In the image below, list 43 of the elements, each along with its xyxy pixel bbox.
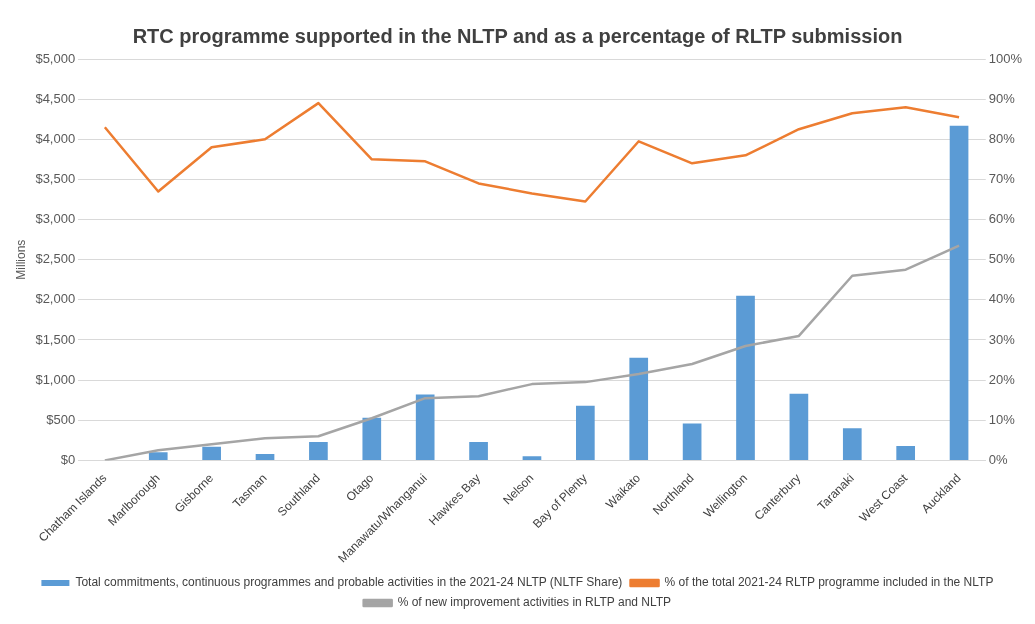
y-tick-label: $2,000 (35, 291, 76, 307)
y2-tick-label: 20% (988, 371, 1016, 387)
bar (896, 445, 916, 460)
bar (415, 394, 435, 460)
bar (576, 405, 595, 460)
y2-tick-label: 70% (988, 170, 1016, 186)
y-tick-label: $1,000 (35, 371, 76, 387)
y-tick-label: $5,000 (35, 50, 76, 66)
bar (469, 441, 488, 460)
bar (202, 446, 221, 460)
y-tick-label: $3,000 (35, 211, 76, 227)
y2-tick-label: 100% (988, 50, 1023, 66)
y-axis-title: Millions (13, 239, 28, 280)
y2-tick-label: 0% (988, 451, 1008, 467)
y-tick-label: $500 (46, 411, 76, 427)
bar (949, 125, 969, 460)
bar (255, 453, 275, 460)
y-tick-label: $4,000 (35, 130, 76, 146)
legend-label: Total commitments, continuous programmes and probable activities in the 2021-24 NLTP (NLTF Share) (75, 575, 623, 590)
chart-title: RTC programme supported in the NLTP and as a percentage of RLTP submission (132, 24, 903, 47)
y-tick-label: $4,500 (35, 90, 76, 106)
bar (522, 456, 542, 460)
y2-tick-label: 30% (988, 331, 1016, 347)
bar (362, 417, 382, 460)
bar (736, 295, 755, 460)
bar (842, 428, 862, 460)
y2-tick-label: 80% (988, 130, 1016, 146)
bar (629, 357, 649, 460)
y2-tick-label: 50% (988, 251, 1016, 267)
bar (682, 423, 702, 460)
y-tick-label: $3,500 (35, 170, 76, 186)
bar (148, 452, 168, 460)
y-tick-label: $2,500 (35, 251, 76, 267)
y2-tick-label: 60% (988, 211, 1016, 227)
y-tick-label: $0 (60, 451, 76, 467)
bar (309, 441, 328, 460)
y2-tick-label: 10% (988, 411, 1016, 427)
bar (789, 393, 809, 460)
y2-tick-label: 90% (988, 90, 1016, 106)
legend-label: % of new improvement activities in RLTP and NLTP (397, 595, 672, 610)
legend-label: % of the total 2021-24 RLTP programme included in the NLTP (664, 575, 994, 590)
y2-tick-label: 40% (988, 291, 1016, 307)
y-tick-label: $1,500 (35, 331, 76, 347)
